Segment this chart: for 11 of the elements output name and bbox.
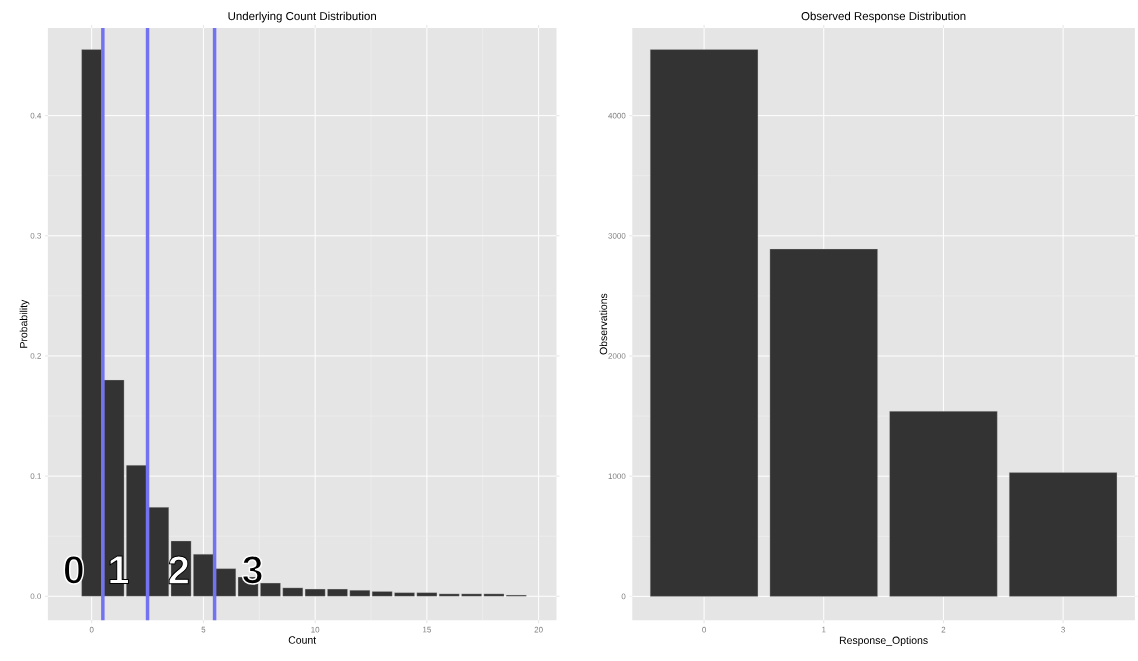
bar [650,49,759,597]
bar [769,248,878,597]
bar [889,411,998,597]
y-axis-title: Probability [19,299,30,348]
bar [1009,472,1118,597]
x-axis-title: Count [288,636,317,644]
chart-title: Observed Response Distribution [801,11,966,23]
bar [81,49,102,597]
x-axis-title: Response_Options [839,636,928,646]
y-axis-title: Observations [599,293,608,355]
chart-title: Underlying Count Distribution [228,11,376,23]
